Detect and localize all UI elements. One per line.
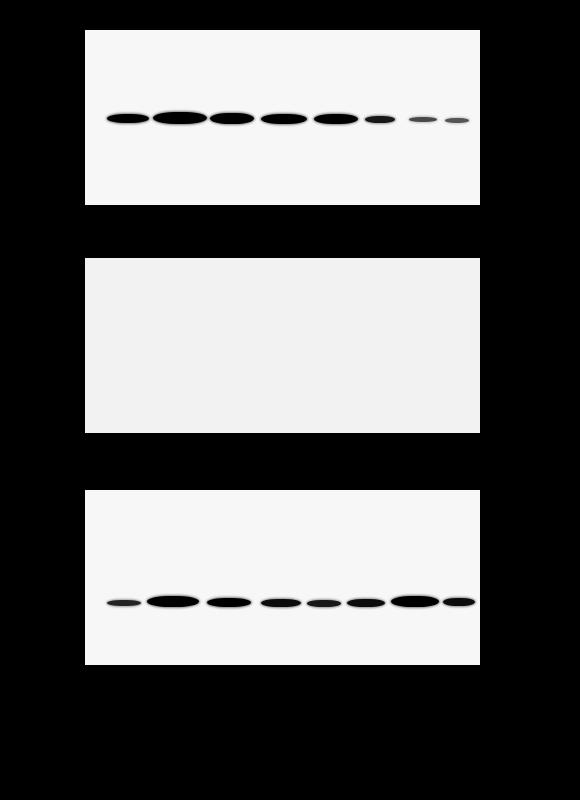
- blot-band: [207, 598, 251, 607]
- blot-band: [153, 112, 207, 124]
- blot-panel: [85, 30, 480, 205]
- blot-band: [107, 600, 141, 606]
- blot-panel: [85, 490, 480, 665]
- blot-band: [409, 117, 437, 122]
- blot-band: [314, 114, 358, 124]
- blot-band: [443, 598, 475, 606]
- blot-band: [347, 599, 385, 607]
- blot-band: [445, 118, 469, 123]
- blot-panel: [85, 258, 480, 433]
- blot-band: [210, 113, 254, 124]
- blot-band: [147, 596, 199, 607]
- blot-band: [365, 116, 395, 123]
- blot-band: [107, 114, 149, 123]
- blot-band: [307, 600, 341, 607]
- blot-band: [391, 596, 439, 607]
- blot-band: [261, 599, 301, 607]
- blot-band: [261, 114, 307, 124]
